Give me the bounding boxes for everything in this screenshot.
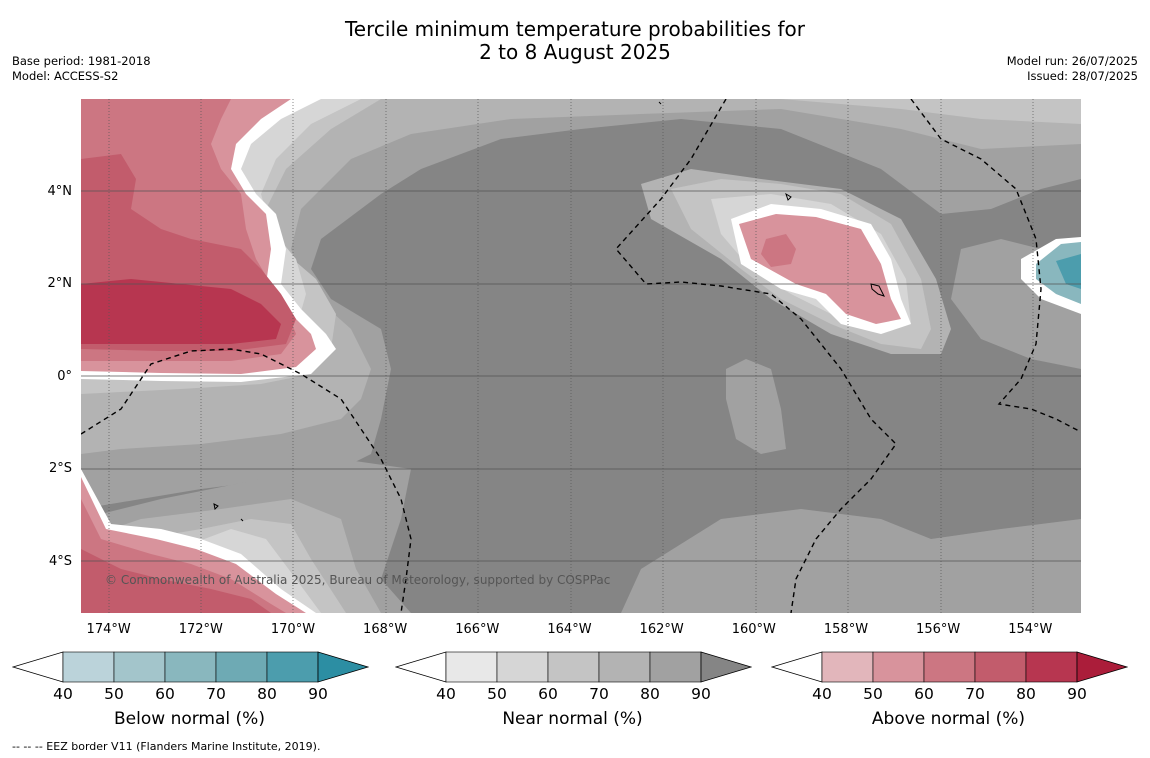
lon-tick-label: 168°W: [363, 622, 408, 637]
colorbar-segment: [547, 651, 600, 683]
colorbar-segment: [164, 651, 217, 683]
colorbar-level-label: 50: [104, 685, 124, 703]
colorbar-0: [12, 651, 369, 683]
meta-left: Base period: 1981-2018 Model: ACCESS-S2: [12, 54, 151, 84]
colorbar-level-label: 80: [640, 685, 660, 703]
lat-tick-label: 2°N: [47, 276, 73, 292]
colorbar-1: [395, 651, 752, 683]
colorbar-segment: [649, 651, 702, 683]
map-title-line2: 2 to 8 August 2025: [479, 40, 671, 64]
colorbar-level-label: 90: [691, 685, 711, 703]
eez-footnote: -- -- -- EEZ border V11 (Flanders Marine…: [12, 740, 321, 753]
lon-tick-label: 158°W: [823, 622, 869, 637]
colorbar-level-label: 80: [257, 685, 277, 703]
lat-tick-label: 4°N: [47, 183, 73, 199]
colorbar-extend-low: [771, 651, 823, 683]
colorbar-level-label: 50: [487, 685, 507, 703]
colorbar-segment: [445, 651, 498, 683]
map-svg: © Commonwealth of Australia 2025, Bureau…: [81, 99, 1081, 613]
map-title: Tercile minimum temperature probabilitie…: [0, 18, 1150, 64]
colorbar-segment: [215, 651, 268, 683]
lon-tick-label: 174°W: [86, 622, 131, 637]
colorbar-segment: [1025, 651, 1078, 683]
eez-border: [81, 99, 1081, 613]
colorbar-segment: [266, 651, 319, 683]
copyright-notice: © Commonwealth of Australia 2025, Bureau…: [105, 573, 610, 587]
colorbar-level-label: 50: [863, 685, 883, 703]
near-normal-80-region-mid: [726, 359, 786, 454]
graticule-lat: [81, 190, 1081, 562]
near-normal-70-region: [81, 99, 1081, 454]
colorbar-level-label: 40: [53, 685, 73, 703]
colorbar-level-label: 60: [914, 685, 934, 703]
above-normal-70-region-south: [81, 549, 271, 613]
colorbar-level-label: 70: [965, 685, 985, 703]
colorbar-level-label: 70: [589, 685, 609, 703]
colorbar-level-label: 80: [1016, 685, 1036, 703]
islands: [213, 101, 885, 522]
colorbar-level-label: 90: [1067, 685, 1087, 703]
lon-tick-label: 170°W: [270, 622, 316, 637]
colorbar-level-label: 90: [308, 685, 328, 703]
lon-tick-label: 164°W: [547, 622, 592, 637]
map-title-line1: Tercile minimum temperature probabilitie…: [344, 17, 806, 41]
lon-tick-label: 160°W: [731, 622, 776, 637]
colorbar-level-label: 40: [812, 685, 832, 703]
lat-tick-label: 4°S: [48, 554, 72, 570]
lon-tick-label: 166°W: [455, 622, 500, 637]
near-normal-60-region: [81, 99, 1081, 394]
colorbar-segment: [974, 651, 1027, 683]
colorbar-2: [771, 651, 1128, 683]
model-name: Model: ACCESS-S2: [12, 69, 119, 83]
lon-tick-label: 162°W: [639, 622, 684, 637]
colorbar-extend-low: [12, 651, 64, 683]
base-period: Base period: 1981-2018: [12, 54, 151, 68]
meta-right: Model run: 26/07/2025 Issued: 28/07/2025: [1007, 54, 1138, 84]
colorbar-title: Above normal (%): [871, 709, 1026, 729]
issued-date: Issued: 28/07/2025: [1027, 69, 1138, 83]
below-normal-70-region-east: [1056, 254, 1081, 289]
lat-tick-label: 0°: [57, 368, 72, 384]
colorbar-segment: [496, 651, 549, 683]
colorbar-segment: [872, 651, 925, 683]
above-normal-60-region-east: [761, 234, 796, 267]
lat-tick-label: 2°S: [48, 461, 72, 477]
colorbar-segment: [598, 651, 651, 683]
lon-tick-label: 172°W: [178, 622, 223, 637]
colorbar-extend-high: [1076, 651, 1128, 683]
colorbar-segment: [113, 651, 166, 683]
colorbar-level-label: 40: [436, 685, 456, 703]
above-normal-80-region: [81, 279, 281, 344]
colorbar-extend-low: [395, 651, 447, 683]
colorbar-extend-high: [317, 651, 369, 683]
lon-tick-label: 156°W: [916, 622, 961, 637]
colorbar-segment: [62, 651, 115, 683]
colorbar-segment: [923, 651, 976, 683]
map-panel: © Commonwealth of Australia 2025, Bureau…: [81, 99, 1081, 613]
lon-tick-label: 154°W: [1008, 622, 1053, 637]
colorbar-title: Below normal (%): [114, 709, 265, 729]
model-run: Model run: 26/07/2025: [1006, 54, 1138, 68]
colorbar-title: Near normal (%): [502, 709, 643, 729]
colorbar-extend-high: [700, 651, 752, 683]
colorbar-level-label: 60: [538, 685, 558, 703]
colorbar-level-label: 60: [155, 685, 175, 703]
colorbar-level-label: 70: [206, 685, 226, 703]
colorbar-segment: [821, 651, 874, 683]
